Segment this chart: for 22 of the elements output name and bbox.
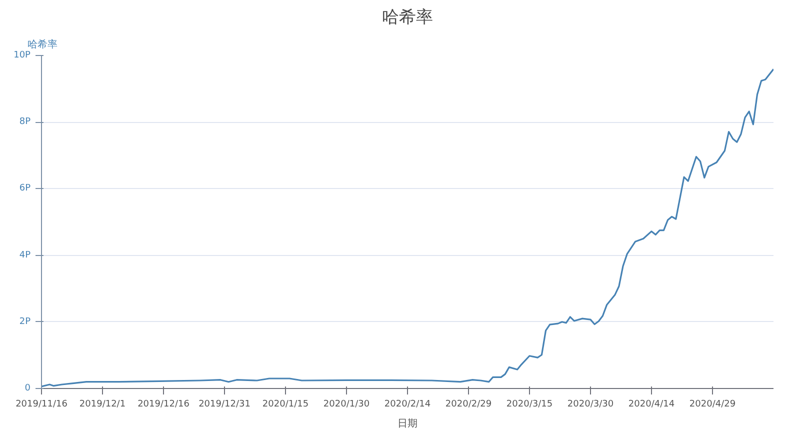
- x-tick-label: 2020/3/30: [567, 400, 614, 410]
- x-tick-label: 2019/12/1: [79, 400, 126, 410]
- x-tick-label: 2019/12/16: [138, 400, 190, 410]
- x-tick-label: 2020/2/29: [445, 400, 492, 410]
- x-tick-label: 2019/12/31: [198, 400, 250, 410]
- y-tick-label: 2P: [19, 316, 32, 327]
- x-tick-label: 2020/4/29: [689, 400, 736, 410]
- x-tick-label: 2020/1/30: [323, 400, 370, 410]
- x-tick-label: 2019/11/16: [16, 400, 68, 410]
- x-tick-label: 2020/1/15: [262, 400, 309, 410]
- x-tick-label: 2020/2/14: [384, 400, 431, 410]
- y-axis-title: 哈希率: [28, 38, 58, 50]
- y-tick-label: 8P: [19, 117, 32, 128]
- chart-title: 哈希率: [382, 8, 433, 28]
- y-tick-label: 0: [24, 384, 31, 394]
- x-tick-label: 2020/3/15: [506, 400, 553, 410]
- y-tick-label: 6P: [19, 184, 32, 194]
- line-series: [42, 68, 774, 388]
- x-tick-label: 2020/4/14: [628, 400, 675, 410]
- y-tick-label: 4P: [19, 250, 32, 260]
- x-axis-title: 日期: [398, 418, 418, 430]
- y-tick-label: 10P: [14, 50, 32, 60]
